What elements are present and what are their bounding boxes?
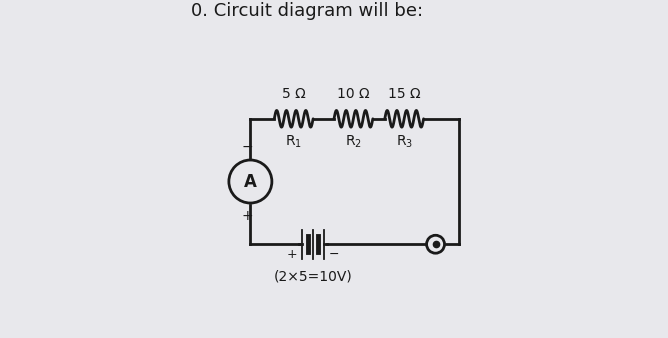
Text: +: + [287, 248, 297, 261]
Text: +: + [242, 209, 253, 223]
Text: 10 Ω: 10 Ω [337, 88, 369, 101]
Text: 0. Circuit diagram will be:: 0. Circuit diagram will be: [190, 2, 423, 20]
Text: 5 Ω: 5 Ω [282, 88, 305, 101]
Text: 15 Ω: 15 Ω [388, 88, 420, 101]
Text: R$_1$: R$_1$ [285, 133, 302, 149]
Text: R$_3$: R$_3$ [395, 133, 413, 149]
Text: A: A [244, 172, 257, 191]
Text: (2×5=10V): (2×5=10V) [274, 270, 353, 284]
Text: −: − [329, 248, 339, 261]
Text: −: − [242, 140, 253, 154]
Text: R$_2$: R$_2$ [345, 133, 362, 149]
